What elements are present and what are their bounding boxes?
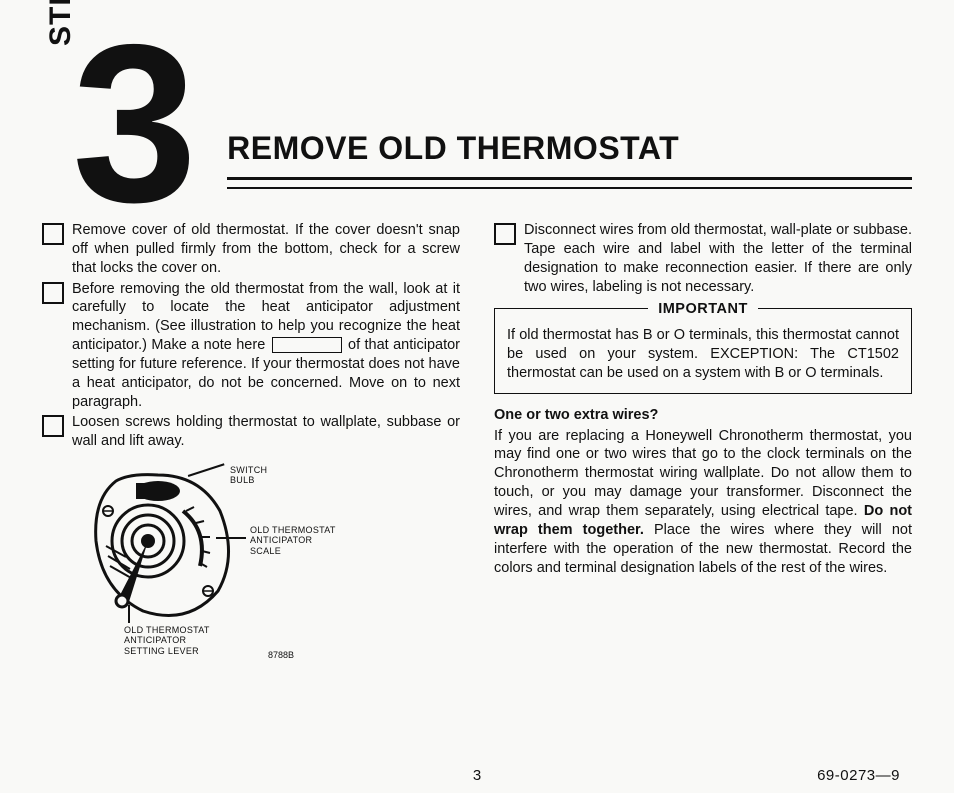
fig-label-scale: OLD THERMOSTAT ANTICIPATOR SCALE [250, 525, 336, 556]
title-block: REMOVE OLD THERMOSTAT [227, 130, 912, 189]
fig-label-lever: OLD THERMOSTAT ANTICIPATOR SETTING LEVER [124, 625, 210, 656]
step-item-3: Loosen screws holding thermostat to wall… [42, 413, 460, 451]
checkbox-icon [42, 282, 64, 304]
important-box: IMPORTANT If old thermostat has B or O t… [494, 308, 912, 393]
step-item-3-text: Loosen screws holding thermostat to wall… [72, 414, 460, 449]
step-item-4-text: Disconnect wires from old thermostat, wa… [524, 222, 912, 295]
para-a: If you are replacing a Honeywell Chronot… [494, 428, 912, 519]
important-title: IMPORTANT [648, 300, 758, 319]
step-header: STEP 3 REMOVE OLD THERMOSTAT [42, 28, 912, 213]
document-number: 69-0273—9 [817, 767, 900, 784]
right-column: Disconnect wires from old thermostat, wa… [494, 221, 912, 665]
page-number: 3 [473, 767, 481, 784]
anticipator-input-box[interactable] [272, 337, 342, 353]
subheading: One or two extra wires? [494, 406, 912, 425]
page-title: REMOVE OLD THERMOSTAT [227, 130, 912, 167]
callout-line [216, 537, 246, 539]
thermostat-diagram-icon [88, 471, 238, 626]
callout-line [128, 605, 130, 623]
extra-wires-paragraph: If you are replacing a Honeywell Chronot… [494, 427, 912, 578]
step-item-4: Disconnect wires from old thermostat, wa… [494, 221, 912, 296]
step-item-2: Before removing the old thermostat from … [42, 280, 460, 412]
anticipator-figure: SWITCH BULB OLD THERMOSTAT ANTICIPATOR S… [88, 465, 418, 665]
step-item-1-text: Remove cover of old thermostat. If the c… [72, 222, 460, 276]
fig-code: 8788B [268, 650, 294, 662]
left-column: Remove cover of old thermostat. If the c… [42, 221, 460, 665]
checkbox-icon [494, 223, 516, 245]
checkbox-icon [42, 223, 64, 245]
important-body: If old thermostat has B or O terminals, … [507, 327, 899, 381]
step-label: STEP [44, 0, 78, 46]
checkbox-icon [42, 415, 64, 437]
fig-label-switch-bulb: SWITCH BULB [230, 465, 267, 486]
manual-page: STEP 3 REMOVE OLD THERMOSTAT Remove cove… [0, 0, 954, 793]
step-item-1: Remove cover of old thermostat. If the c… [42, 221, 460, 278]
step-number: 3 [72, 33, 191, 213]
title-rules [227, 177, 912, 189]
body-columns: Remove cover of old thermostat. If the c… [42, 221, 912, 665]
